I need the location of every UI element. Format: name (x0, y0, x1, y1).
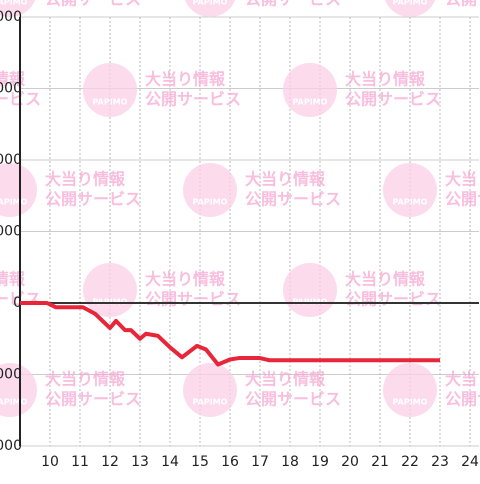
y-tick-label: 30,000 (0, 81, 22, 97)
watermark-logo (383, 363, 437, 417)
x-tick-label: 18 (281, 454, 299, 470)
watermark-brand: PAPIMO (393, 198, 428, 207)
watermark-text: 大当り情報 (145, 270, 226, 289)
watermark-brand: PAPIMO (193, 198, 228, 207)
watermark-text: 公開サービス (445, 190, 480, 209)
x-tick-label: 13 (131, 454, 149, 470)
watermark-text: 公開サービス (45, 190, 141, 209)
x-tick-label: 16 (221, 454, 239, 470)
watermark-text: 公開サービス (245, 190, 341, 209)
y-tick-label: 10,000 (0, 224, 22, 240)
y-tick-label: -10,000 (0, 367, 22, 383)
watermark-brand: PAPIMO (0, 398, 28, 407)
watermark-text: 公開サービス (245, 390, 341, 409)
y-tick-label: -20,000 (0, 438, 22, 454)
watermark-logo (283, 63, 337, 117)
x-tick-label: 10 (41, 454, 59, 470)
watermark-logo (0, 0, 36, 17)
watermark-text: 大当り情報 (445, 170, 480, 189)
x-tick-label: 21 (371, 454, 389, 470)
x-tick-label: 23 (431, 454, 449, 470)
x-tick-label: 22 (401, 454, 419, 470)
watermark-text: 公開サービス (345, 290, 441, 309)
watermark-text: 大当り情報 (345, 270, 426, 289)
x-tick-label: 24 (461, 454, 479, 470)
watermark-logo (183, 363, 237, 417)
watermark-brand: PAPIMO (393, 398, 428, 407)
watermark-text: 公開サービス (245, 0, 341, 9)
watermark-text: 公開サービス (345, 90, 441, 109)
watermark-text: 公開サービス (445, 390, 480, 409)
watermark-logo (383, 163, 437, 217)
watermark-logo (83, 63, 137, 117)
watermark-text: 大当り情報 (145, 70, 226, 89)
watermark-brand: PAPIMO (193, 0, 228, 7)
watermark-text: 大当り情報 (0, 270, 26, 289)
x-tick-label: 15 (191, 454, 209, 470)
watermark-text: 公開サービス (45, 390, 141, 409)
x-tick-label: 11 (71, 454, 89, 470)
watermark-logo (0, 363, 37, 417)
x-tick-label: 19 (311, 454, 329, 470)
watermark-text: 大当り情報 (445, 370, 480, 389)
watermark-brand: PAPIMO (193, 398, 228, 407)
watermark-text: 大当り情報 (45, 370, 126, 389)
watermark-text: 大当り情報 (245, 170, 326, 189)
watermark-logo (0, 163, 37, 217)
watermark-text: 大当り情報 (345, 70, 426, 89)
watermark-text: 公開サービス (145, 90, 241, 109)
x-tick-label: 17 (251, 454, 269, 470)
watermark-logo (384, 0, 436, 17)
watermark-text: 大当り情報 (245, 370, 326, 389)
watermark-brand: PAPIMO (0, 0, 28, 7)
watermark-brand: PAPIMO (293, 98, 328, 107)
watermark-brand: PAPIMO (0, 198, 28, 207)
x-tick-label: 20 (341, 454, 359, 470)
watermark-text: 公開サービス (145, 290, 241, 309)
y-tick-label: 40,000 (0, 9, 22, 25)
watermark-brand: PAPIMO (393, 0, 428, 7)
watermark-text: 公開サービス (445, 0, 480, 9)
x-tick-label: 12 (101, 454, 119, 470)
y-tick-label: 0 (13, 295, 22, 311)
data-line (20, 301, 440, 367)
watermark-brand: PAPIMO (93, 98, 128, 107)
watermark: PAPIMO大当り情報公開サービスPAPIMO大当り情報公開サービスPAPIMO… (0, 0, 480, 417)
watermark-logo (183, 163, 237, 217)
watermark-logo (83, 263, 137, 317)
x-tick-label: 14 (161, 454, 179, 470)
watermark-logo (283, 263, 337, 317)
y-tick-label: 20,000 (0, 152, 22, 168)
watermark-text: 公開サービス (45, 0, 141, 9)
watermark-logo (184, 0, 236, 17)
watermark-text: 大当り情報 (45, 170, 126, 189)
